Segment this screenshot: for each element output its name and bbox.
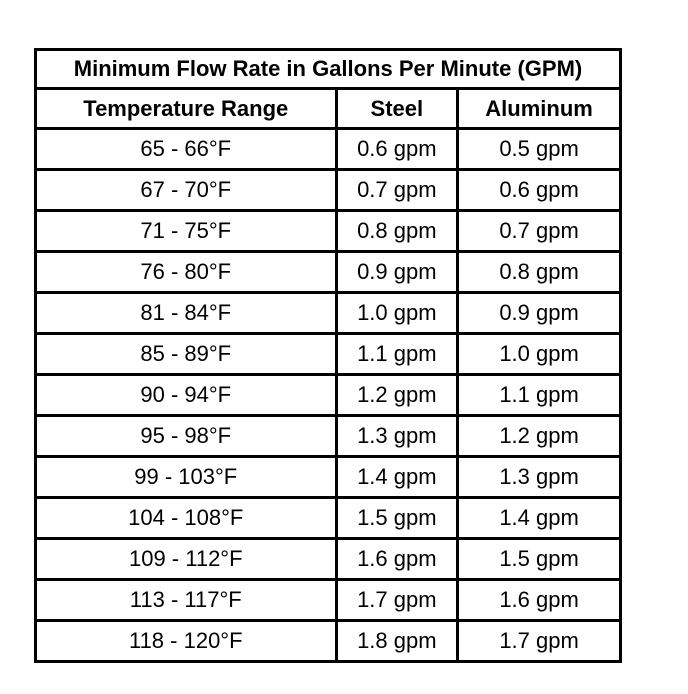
steel-flow-cell: 1.4 gpm <box>334 455 460 499</box>
steel-flow-cell: 0.7 gpm <box>334 168 460 212</box>
table-row: 104 - 108°F 1.5 gpm 1.4 gpm <box>34 496 622 540</box>
column-header-aluminum: Aluminum <box>456 87 622 130</box>
temperature-range-cell: 71 - 75°F <box>34 209 338 253</box>
table-row: 113 - 117°F 1.7 gpm 1.6 gpm <box>34 578 622 622</box>
aluminum-flow-cell: 1.6 gpm <box>456 578 622 622</box>
steel-flow-cell: 0.8 gpm <box>334 209 460 253</box>
aluminum-flow-cell: 0.7 gpm <box>456 209 622 253</box>
temperature-range-cell: 67 - 70°F <box>34 168 338 212</box>
table-row: 81 - 84°F 1.0 gpm 0.9 gpm <box>34 291 622 335</box>
steel-flow-cell: 1.5 gpm <box>334 496 460 540</box>
table-row: 95 - 98°F 1.3 gpm 1.2 gpm <box>34 414 622 458</box>
temperature-range-cell: 109 - 112°F <box>34 537 338 581</box>
steel-flow-cell: 1.1 gpm <box>334 332 460 376</box>
table-row: 71 - 75°F 0.8 gpm 0.7 gpm <box>34 209 622 253</box>
aluminum-flow-cell: 0.6 gpm <box>456 168 622 212</box>
table-row: 65 - 66°F 0.6 gpm 0.5 gpm <box>34 127 622 171</box>
column-header-temperature-range: Temperature Range <box>34 87 338 130</box>
temperature-range-cell: 65 - 66°F <box>34 127 338 171</box>
aluminum-flow-cell: 0.9 gpm <box>456 291 622 335</box>
header-row: Temperature Range Steel Aluminum <box>34 87 622 130</box>
steel-flow-cell: 1.8 gpm <box>334 619 460 663</box>
table-row: 99 - 103°F 1.4 gpm 1.3 gpm <box>34 455 622 499</box>
column-header-steel: Steel <box>334 87 460 130</box>
aluminum-flow-cell: 0.8 gpm <box>456 250 622 294</box>
steel-flow-cell: 0.9 gpm <box>334 250 460 294</box>
aluminum-flow-cell: 1.2 gpm <box>456 414 622 458</box>
steel-flow-cell: 1.7 gpm <box>334 578 460 622</box>
temperature-range-cell: 76 - 80°F <box>34 250 338 294</box>
table-row: 109 - 112°F 1.6 gpm 1.5 gpm <box>34 537 622 581</box>
title-row: Minimum Flow Rate in Gallons Per Minute … <box>34 48 622 90</box>
table-row: 118 - 120°F 1.8 gpm 1.7 gpm <box>34 619 622 663</box>
temperature-range-cell: 99 - 103°F <box>34 455 338 499</box>
temperature-range-cell: 81 - 84°F <box>34 291 338 335</box>
steel-flow-cell: 1.2 gpm <box>334 373 460 417</box>
table-row: 90 - 94°F 1.2 gpm 1.1 gpm <box>34 373 622 417</box>
flow-rate-table: Minimum Flow Rate in Gallons Per Minute … <box>34 48 622 663</box>
steel-flow-cell: 0.6 gpm <box>334 127 460 171</box>
aluminum-flow-cell: 1.0 gpm <box>456 332 622 376</box>
aluminum-flow-cell: 1.5 gpm <box>456 537 622 581</box>
temperature-range-cell: 90 - 94°F <box>34 373 338 417</box>
table-row: 67 - 70°F 0.7 gpm 0.6 gpm <box>34 168 622 212</box>
aluminum-flow-cell: 0.5 gpm <box>456 127 622 171</box>
temperature-range-cell: 95 - 98°F <box>34 414 338 458</box>
steel-flow-cell: 1.6 gpm <box>334 537 460 581</box>
aluminum-flow-cell: 1.3 gpm <box>456 455 622 499</box>
steel-flow-cell: 1.0 gpm <box>334 291 460 335</box>
temperature-range-cell: 85 - 89°F <box>34 332 338 376</box>
temperature-range-cell: 104 - 108°F <box>34 496 338 540</box>
table-row: 76 - 80°F 0.9 gpm 0.8 gpm <box>34 250 622 294</box>
steel-flow-cell: 1.3 gpm <box>334 414 460 458</box>
table-row: 85 - 89°F 1.1 gpm 1.0 gpm <box>34 332 622 376</box>
aluminum-flow-cell: 1.1 gpm <box>456 373 622 417</box>
aluminum-flow-cell: 1.4 gpm <box>456 496 622 540</box>
aluminum-flow-cell: 1.7 gpm <box>456 619 622 663</box>
temperature-range-cell: 118 - 120°F <box>34 619 338 663</box>
temperature-range-cell: 113 - 117°F <box>34 578 338 622</box>
table-title: Minimum Flow Rate in Gallons Per Minute … <box>34 48 622 90</box>
